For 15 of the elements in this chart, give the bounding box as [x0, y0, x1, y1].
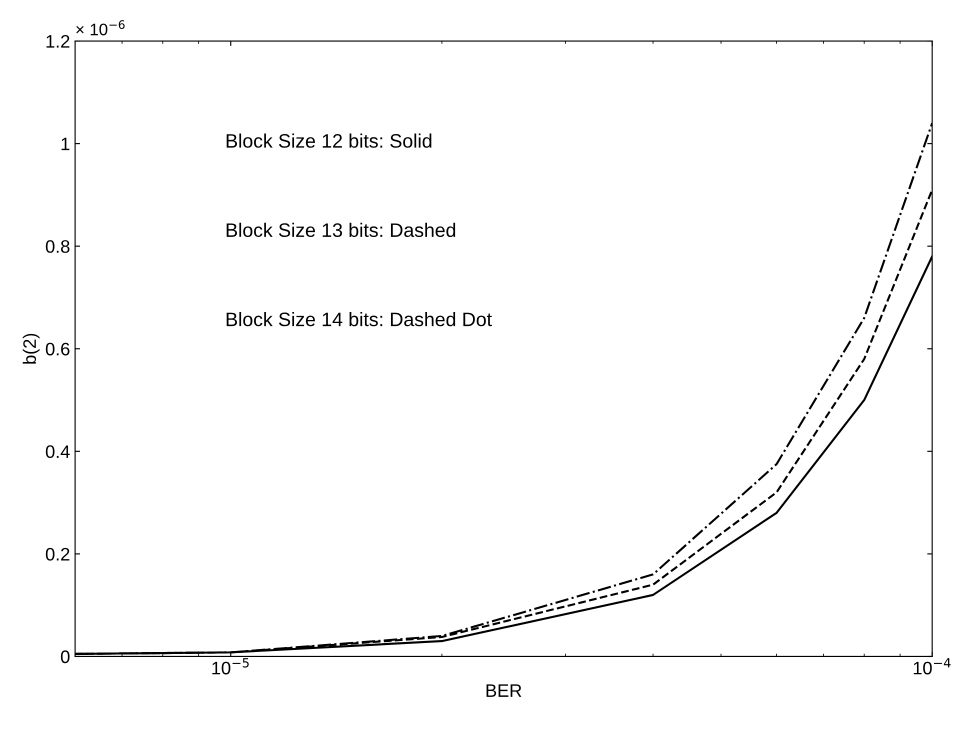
y-axis-title: b(2)	[22, 334, 40, 364]
annotation: Block Size 12 bits: Solid	[226, 134, 432, 148]
y-tick-label: 0.8	[46, 240, 70, 253]
y-tick-label: 1.2	[46, 34, 70, 48]
x-tick-label: 10$^{−4}$	[914, 658, 951, 674]
y-tick-label: 0	[60, 650, 70, 664]
text: × 10$^{−6}$	[76, 20, 125, 36]
y-tick-label: 0.2	[46, 548, 70, 561]
x-tick-label: 10$^{−5}$	[212, 658, 249, 674]
annotation: Block Size 13 bits: Dashed	[226, 222, 456, 238]
y-tick-label: 0.4	[46, 445, 70, 458]
annotation: Block Size 14 bits: Dashed Dot	[226, 312, 492, 326]
y-tick-label: 1	[62, 138, 70, 150]
y-tick-label: 0.6	[46, 342, 70, 356]
x-axis-title: BER	[486, 684, 522, 697]
